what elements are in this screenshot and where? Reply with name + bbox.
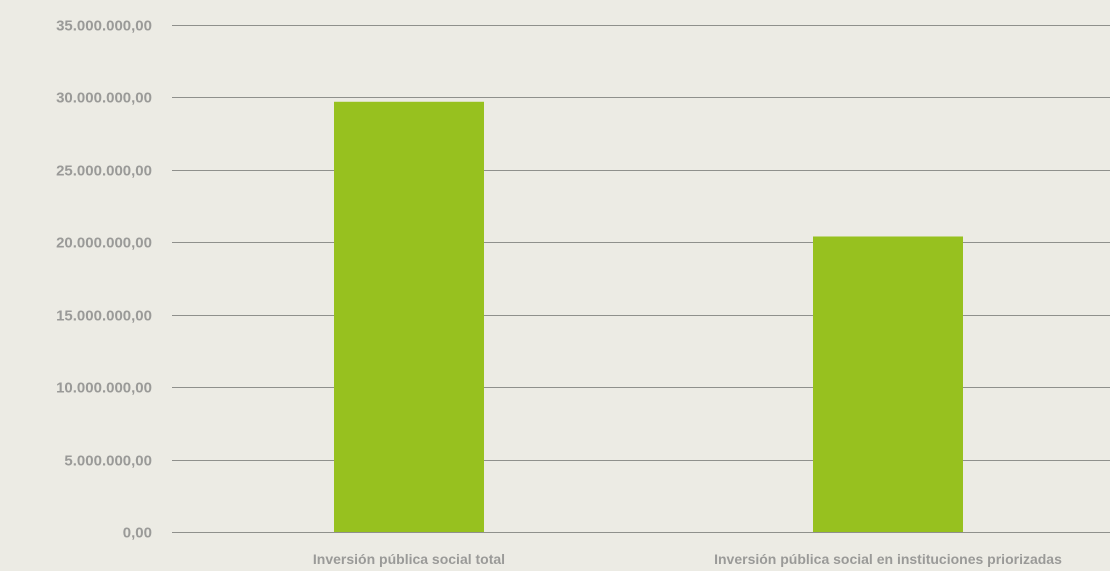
y-tick-label: 25.000.000,00 (56, 163, 152, 180)
y-tick-label: 5.000.000,00 (64, 453, 152, 470)
x-category-label: Inversión pública social total (313, 551, 505, 567)
y-tick-label: 15.000.000,00 (56, 308, 152, 325)
bar (813, 236, 963, 532)
y-tick-label: 30.000.000,00 (56, 90, 152, 107)
x-category-label: Inversión pública social en institucione… (714, 551, 1062, 567)
x-axis-category-labels: Inversión pública social total Inversión … (313, 551, 1062, 567)
y-tick-label: 10.000.000,00 (56, 380, 152, 397)
y-tick-label: 35.000.000,00 (56, 18, 152, 35)
y-tick-label: 0,00 (123, 525, 152, 542)
gridlines (172, 25, 1110, 533)
bar (334, 101, 484, 532)
y-tick-label: 20.000.000,00 (56, 235, 152, 252)
y-axis-tick-labels: 0,00 5.000.000,00 10.000.000,00 15.000.000,… (56, 18, 152, 542)
bars (334, 101, 963, 532)
